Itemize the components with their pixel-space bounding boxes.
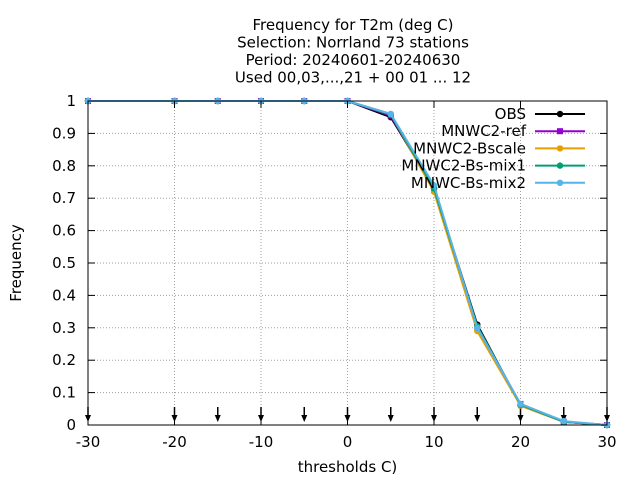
x-tick-label: 10 [424,433,443,451]
title-line: Frequency for T2m (deg C) [253,16,454,34]
x-axis-label: thresholds C) [298,458,398,476]
legend: OBSMNWC2-refMNWC2-BscaleMNWC2-Bs-mix1MNW… [401,105,585,192]
y-tick-label: 0.2 [52,351,76,369]
x-tick-label: -10 [249,433,274,451]
chart-title: Frequency for T2m (deg C)Selection: Norr… [235,16,471,87]
y-tick-label: 0.6 [52,222,76,240]
grid-lines [88,101,607,425]
x-tick-label: 30 [597,433,616,451]
legend-marker [557,128,563,135]
y-tick-label: 0 [66,416,76,434]
y-axis-label: Frequency [7,224,25,302]
threshold-arrow-head [214,415,221,422]
legend-label: MNWC2-Bs-mix1 [401,157,526,175]
y-tick-label: 1 [66,92,76,110]
y-tick-label: 0.1 [52,384,76,402]
x-tick-label: 20 [511,433,530,451]
legend-marker [556,179,564,186]
y-tick-label: 0.5 [52,254,76,272]
data-point [560,417,567,425]
axis-ticks: 0 0.1 0.2 0.3 0.4 0.5 0.6 0.7 0.8 0.9 1 -30 -20 -10 0 1… [52,92,616,451]
y-tick-label: 0.9 [52,124,76,142]
legend-label: MNWC2-Bscale [413,139,526,157]
threshold-arrow-head [387,415,394,422]
x-tick-label: 0 [343,433,353,451]
data-point [474,324,481,331]
title-line: Period: 20240601-20240630 [246,51,461,69]
legend-label: MNWC-Bs-mix2 [411,174,526,192]
data-point [387,110,394,118]
legend-label: OBS [495,105,526,123]
y-tick-label: 0.3 [52,319,76,337]
x-tick-label: -30 [76,433,101,451]
title-line: Selection: Norrland 73 stations [237,34,469,52]
y-tick-label: 0.4 [52,286,76,304]
threshold-arrow-head [301,415,308,422]
y-tick-label: 0.7 [52,189,76,207]
threshold-arrow-head [474,415,481,422]
x-tick-label: -20 [162,433,187,451]
legend-marker [556,145,564,152]
legend-marker [556,162,564,169]
title-line: Used 00,03,...,21 + 00 01 ... 12 [235,69,471,87]
data-point [430,182,438,189]
data-point [517,400,524,408]
legend-marker [556,110,564,118]
legend-label: MNWC2-ref [441,122,526,140]
y-tick-label: 0.8 [52,157,76,175]
